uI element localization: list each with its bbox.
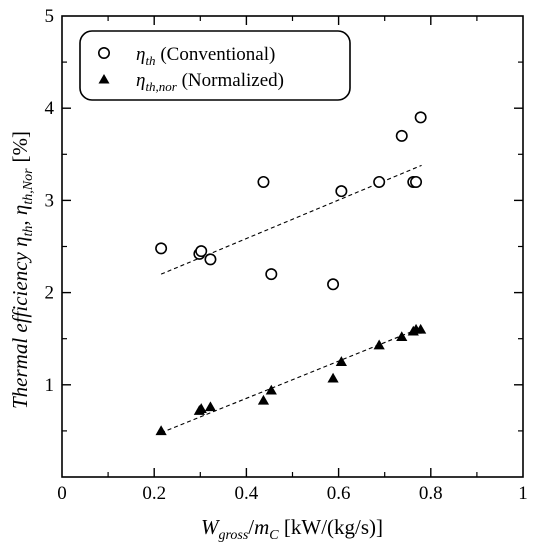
legend-text-2: (Normalized) xyxy=(177,70,284,91)
legend-eta-2: η xyxy=(136,70,145,91)
legend-sub-2: th,nor xyxy=(145,79,177,94)
x-tick-label: 0.2 xyxy=(142,483,166,504)
trend-line-normalized xyxy=(160,327,422,434)
data-point-normalized xyxy=(204,401,217,412)
y-tick-label: 4 xyxy=(45,98,55,119)
plot-layer xyxy=(155,111,427,436)
legend-text-1: (Conventional) xyxy=(156,44,276,65)
legend-box xyxy=(79,30,351,101)
data-point-normalized xyxy=(373,339,385,350)
trend-line-conventional xyxy=(160,164,422,275)
y-tick-label: 2 xyxy=(45,283,55,304)
data-point-normalized xyxy=(415,323,427,334)
data-point-normalized xyxy=(195,403,207,413)
data-point-normalized xyxy=(335,356,347,366)
x-tick-label: 1 xyxy=(518,483,528,504)
ticks-layer: 0 0.2 0.4 0.6 0.8 1 1 2 3 4 5 xyxy=(45,6,528,504)
data-point-normalized xyxy=(327,372,339,383)
data-point-conventional xyxy=(373,175,386,188)
data-point-conventional xyxy=(155,242,168,255)
data-point-conventional xyxy=(335,185,348,198)
data-point-conventional xyxy=(327,278,340,291)
legend-label-normalized: ηth,nor (Normalized) xyxy=(136,70,284,94)
x-tick-label: 0.4 xyxy=(235,483,259,504)
data-point-normalized xyxy=(155,425,167,436)
y-tick-label: 3 xyxy=(45,190,55,211)
x-tick-label: 0 xyxy=(57,483,67,504)
data-point-conventional xyxy=(257,175,270,188)
y-axis-label: Thermal efficiency ηth, ηth,Nor[%] xyxy=(8,131,36,409)
legend-marker-conventional xyxy=(98,46,111,59)
x-tick-label: 0.8 xyxy=(419,483,443,504)
data-point-normalized xyxy=(396,331,408,342)
y-tick-label: 1 xyxy=(45,375,55,396)
data-point-conventional xyxy=(204,253,217,266)
legend-label-conventional: ηth (Conventional) xyxy=(136,44,275,68)
legend-sub-1: th xyxy=(145,53,155,68)
data-point-normalized xyxy=(257,394,270,405)
data-point-normalized xyxy=(265,384,277,395)
x-axis-label: Wgross/mC [kW/(kg/s)] xyxy=(201,515,383,543)
data-point-conventional xyxy=(410,175,423,188)
y-tick-label: 5 xyxy=(45,6,55,27)
data-point-conventional xyxy=(265,268,278,281)
x-tick-label: 0.6 xyxy=(327,483,351,504)
legend-marker-normalized xyxy=(98,74,110,84)
legend-eta-1: η xyxy=(136,44,145,65)
data-point-conventional xyxy=(195,245,208,258)
data-point-conventional xyxy=(414,111,427,124)
data-point-conventional xyxy=(395,129,408,142)
